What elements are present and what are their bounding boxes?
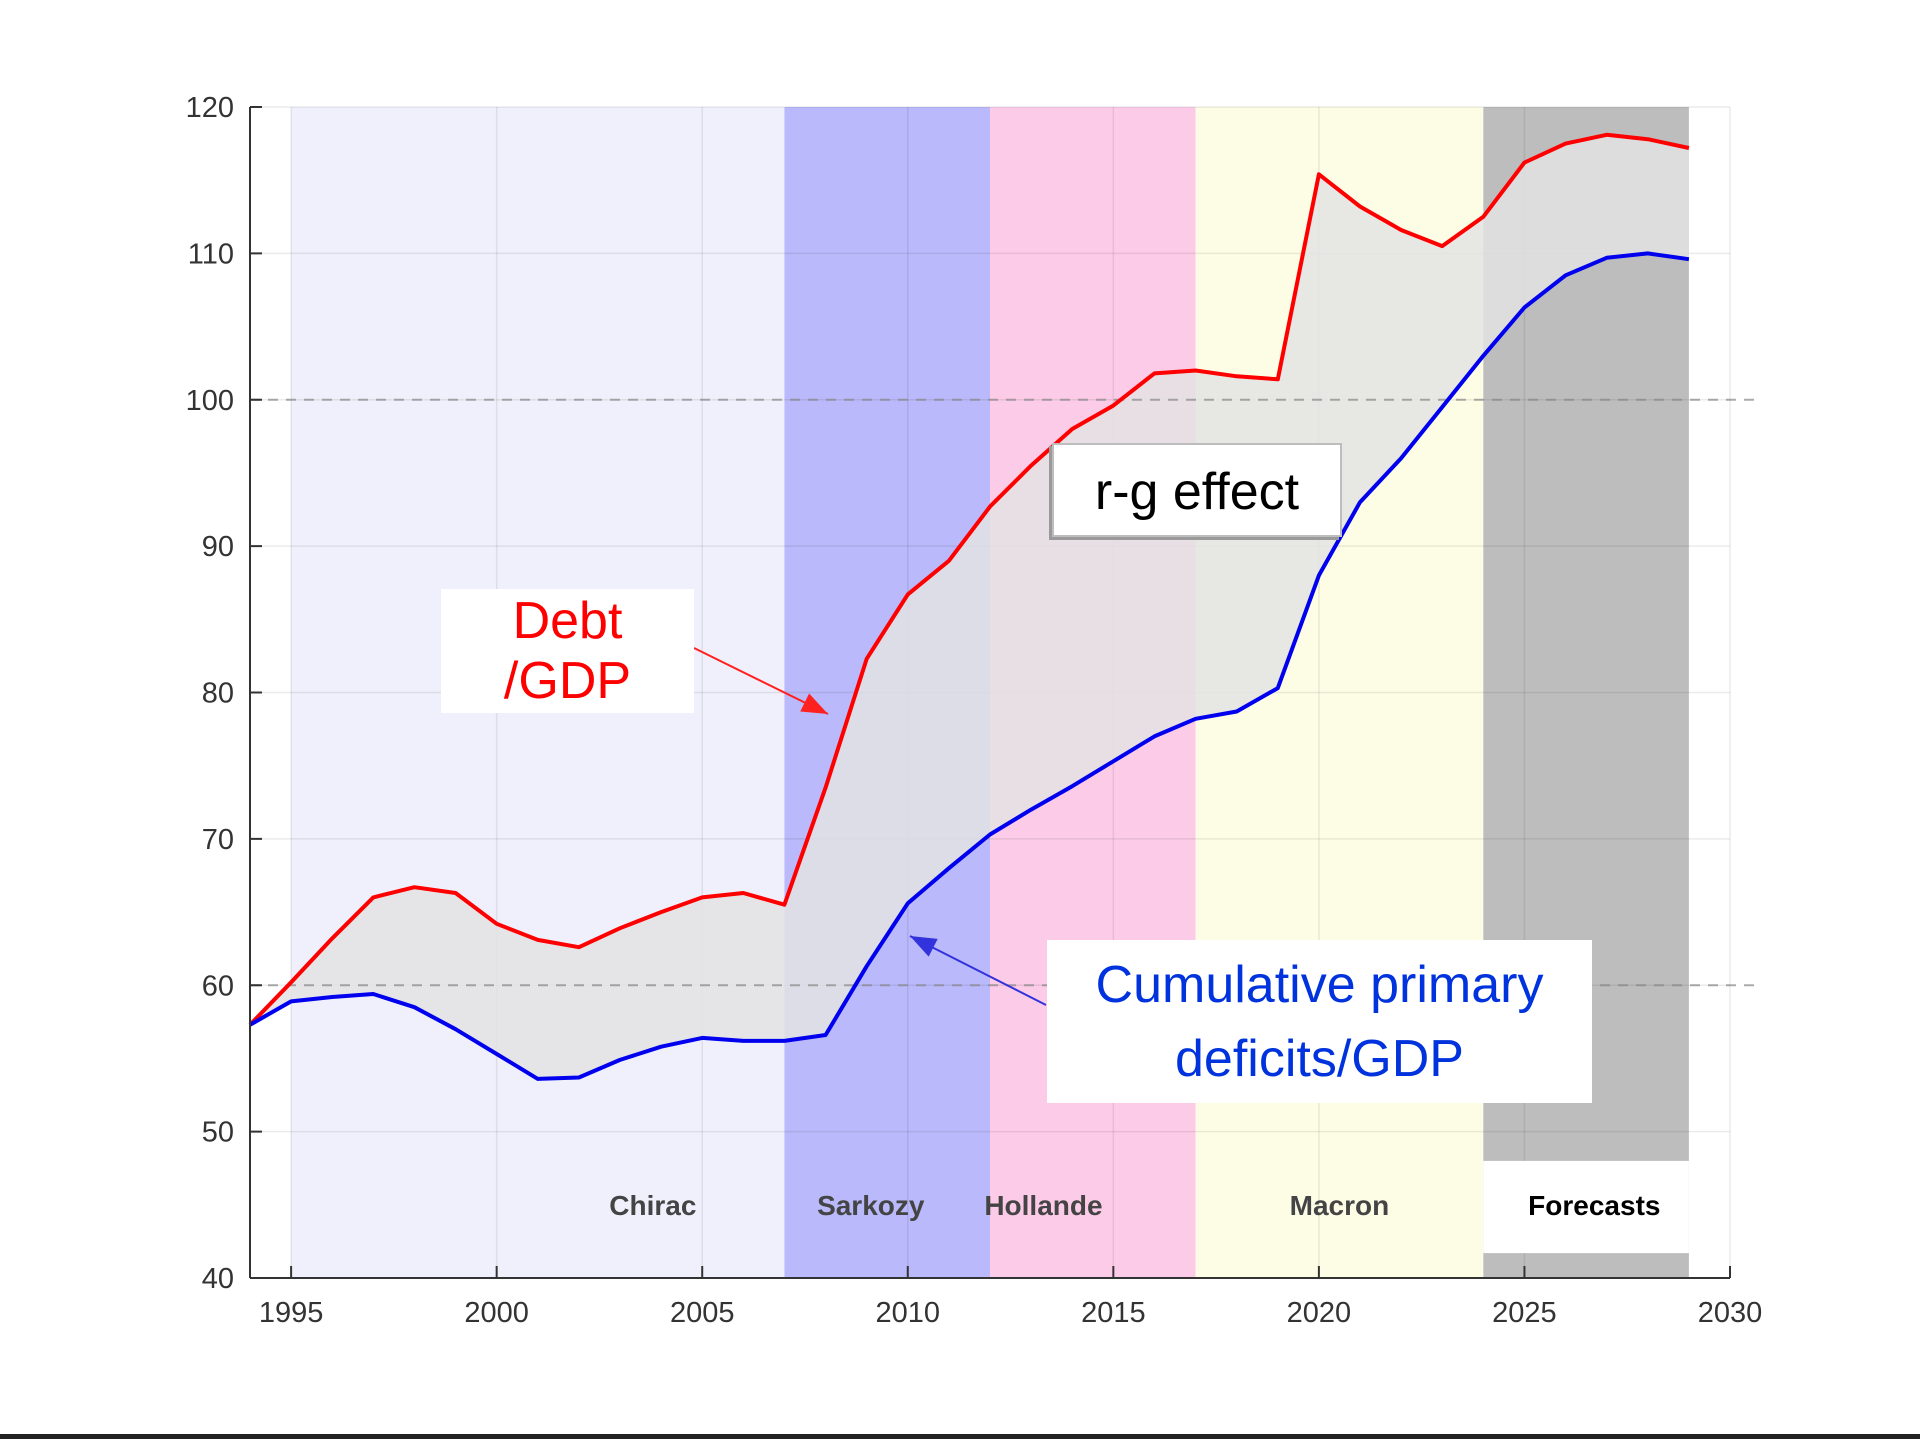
y-tick-label-120: 120	[186, 92, 234, 124]
era-label-macron: Macron	[1290, 1190, 1390, 1221]
era-labels: Chirac Sarkozy Hollande Macron Forecasts	[609, 1160, 1689, 1254]
era-label-forecasts: Forecasts	[1528, 1190, 1660, 1221]
y-tick-label-110: 110	[188, 238, 234, 270]
y-tick-label-70: 70	[202, 824, 234, 856]
x-tick-label-2030: 2030	[1698, 1297, 1763, 1329]
x-tick-label-2005: 2005	[670, 1297, 735, 1329]
cumulative-deficits-annotation: Cumulative primary deficits/GDP	[1047, 940, 1592, 1103]
x-tick-label-2010: 2010	[876, 1297, 941, 1329]
x-tick-label-1995: 1995	[259, 1297, 324, 1329]
y-tick-label-90: 90	[202, 531, 234, 563]
era-label-sarkozy: Sarkozy	[817, 1190, 925, 1221]
y-tick-label-60: 60	[202, 970, 234, 1002]
y-tick-label-80: 80	[202, 678, 234, 710]
debt-arrow-head	[800, 693, 828, 714]
x-axis-ticks: 1995 2000 2005 2010 2015 2020 2025 2030	[259, 1266, 1762, 1329]
annotation-arrows	[693, 647, 1047, 1006]
era-label-chirac: Chirac	[609, 1190, 696, 1221]
debt-annotation-line-2: /GDP	[503, 652, 632, 710]
x-tick-label-2000: 2000	[464, 1297, 529, 1329]
forecasts-label-box	[1483, 1160, 1689, 1254]
y-tick-label-40: 40	[202, 1263, 234, 1295]
era-label-hollande: Hollande	[984, 1190, 1102, 1221]
y-tick-label-100: 100	[186, 385, 234, 417]
series-lines	[248, 132, 1690, 1081]
bottom-border	[0, 1434, 1920, 1439]
x-tick-label-2025: 2025	[1492, 1297, 1557, 1329]
r-g-effect-annotation: r-g effect	[1052, 443, 1342, 537]
r-g-effect-area	[250, 134, 1689, 1079]
debt-gdp-annotation: Debt /GDP	[441, 589, 694, 713]
x-tick-label-2015: 2015	[1081, 1297, 1146, 1329]
y-tick-label-50: 50	[202, 1117, 234, 1149]
cumulative-deficits-line	[249, 251, 1690, 1081]
debt-annotation-line-1: Debt	[512, 592, 623, 650]
cumulative-annotation-line-1: Cumulative primary	[1095, 956, 1544, 1014]
y-axis-ticks: 40 50 60 70 80 90 100 110 120	[186, 92, 262, 1295]
cumulative-arrow-head	[910, 936, 938, 957]
cumulative-annotation-line-2: deficits/GDP	[1175, 1030, 1464, 1088]
debt-gdp-line	[248, 132, 1690, 1027]
x-tick-label-2020: 2020	[1287, 1297, 1352, 1329]
